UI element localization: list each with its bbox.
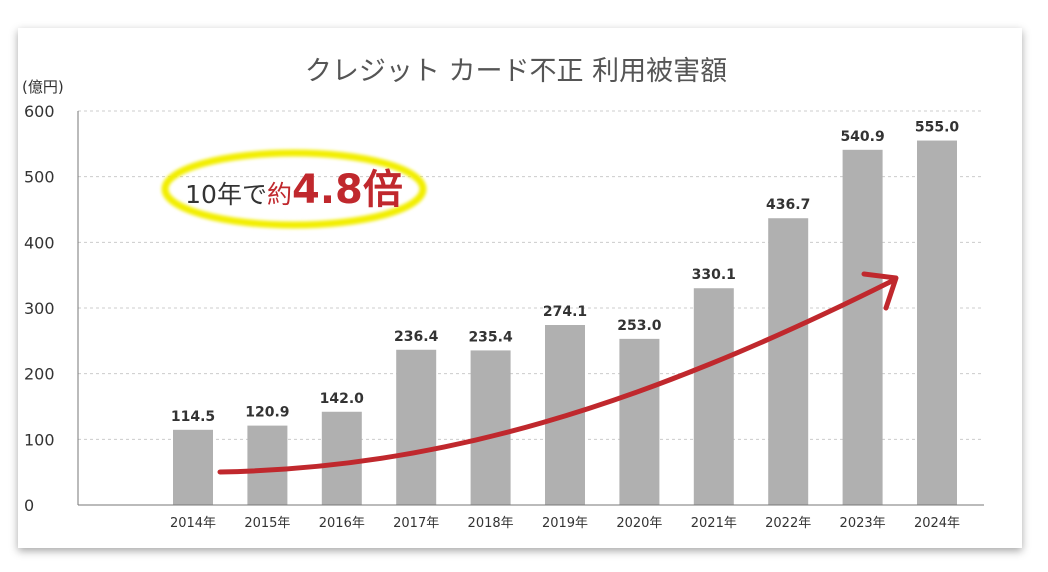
data-label: 142.0 bbox=[320, 391, 365, 407]
y-tick-label: 0 bbox=[24, 496, 34, 515]
y-axis-unit: (億円) bbox=[22, 78, 64, 96]
x-tick-label: 2014年 bbox=[170, 516, 216, 531]
y-tick-label: 100 bbox=[24, 430, 55, 449]
x-tick-label: 2017年 bbox=[393, 516, 439, 531]
y-tick-label: 300 bbox=[24, 299, 55, 318]
y-tick-label: 500 bbox=[24, 168, 55, 187]
data-label: 236.4 bbox=[394, 329, 439, 345]
bar bbox=[396, 349, 437, 505]
x-tick-label: 2024年 bbox=[914, 516, 960, 531]
bar bbox=[173, 429, 213, 505]
data-label: 330.1 bbox=[692, 267, 736, 283]
bar bbox=[470, 350, 511, 505]
growth-about: 約 bbox=[267, 180, 292, 209]
trend-arrow-head bbox=[861, 271, 899, 311]
x-tick-label: 2022年 bbox=[765, 516, 811, 531]
x-tick-label: 2016年 bbox=[319, 516, 365, 531]
trend-arrow bbox=[217, 271, 899, 475]
data-label: 235.4 bbox=[468, 329, 513, 345]
x-tick-label: 2021年 bbox=[691, 516, 737, 531]
data-label: 274.1 bbox=[543, 304, 587, 320]
trend-arrow-curve bbox=[217, 278, 895, 475]
x-tick-label: 2019年 bbox=[542, 516, 588, 531]
bar bbox=[768, 218, 809, 505]
bar bbox=[619, 338, 660, 505]
growth-annotation: 10年で約4.8倍 bbox=[161, 149, 427, 229]
chart-title: クレジット カード不正 利用被害額 bbox=[305, 56, 727, 87]
x-tick-label: 2023年 bbox=[840, 516, 886, 531]
x-tick-label: 2018年 bbox=[468, 516, 514, 531]
data-label: 436.7 bbox=[766, 197, 810, 213]
data-label: 114.5 bbox=[171, 409, 215, 425]
y-tick-label: 600 bbox=[24, 102, 55, 121]
x-tick-label: 2015年 bbox=[244, 516, 290, 531]
highlight-ellipse bbox=[161, 149, 427, 229]
x-tick-label: 2020年 bbox=[616, 516, 662, 531]
data-label: 555.0 bbox=[915, 120, 960, 136]
bar bbox=[321, 411, 362, 505]
data-label: 253.0 bbox=[617, 318, 662, 334]
bar bbox=[693, 288, 734, 505]
growth-prefix: 10年で bbox=[185, 180, 267, 209]
y-tick-label: 400 bbox=[24, 233, 55, 252]
bar-chart: クレジット カード不正 利用被害額 (億円) 0 100 200 300 400 500 6… bbox=[22, 56, 984, 531]
bar bbox=[842, 149, 883, 505]
growth-multiplier: 4.8倍 bbox=[292, 167, 403, 213]
growth-text: 10年で約4.8倍 bbox=[185, 167, 403, 213]
chart-card: クレジット カード不正 利用被害額 (億円) 0 100 200 300 400 500 6… bbox=[18, 28, 1022, 548]
bar bbox=[247, 425, 288, 505]
bar bbox=[917, 140, 957, 506]
data-label: 540.9 bbox=[840, 129, 884, 145]
y-tick-label: 200 bbox=[24, 365, 55, 384]
data-label: 120.9 bbox=[245, 405, 289, 421]
